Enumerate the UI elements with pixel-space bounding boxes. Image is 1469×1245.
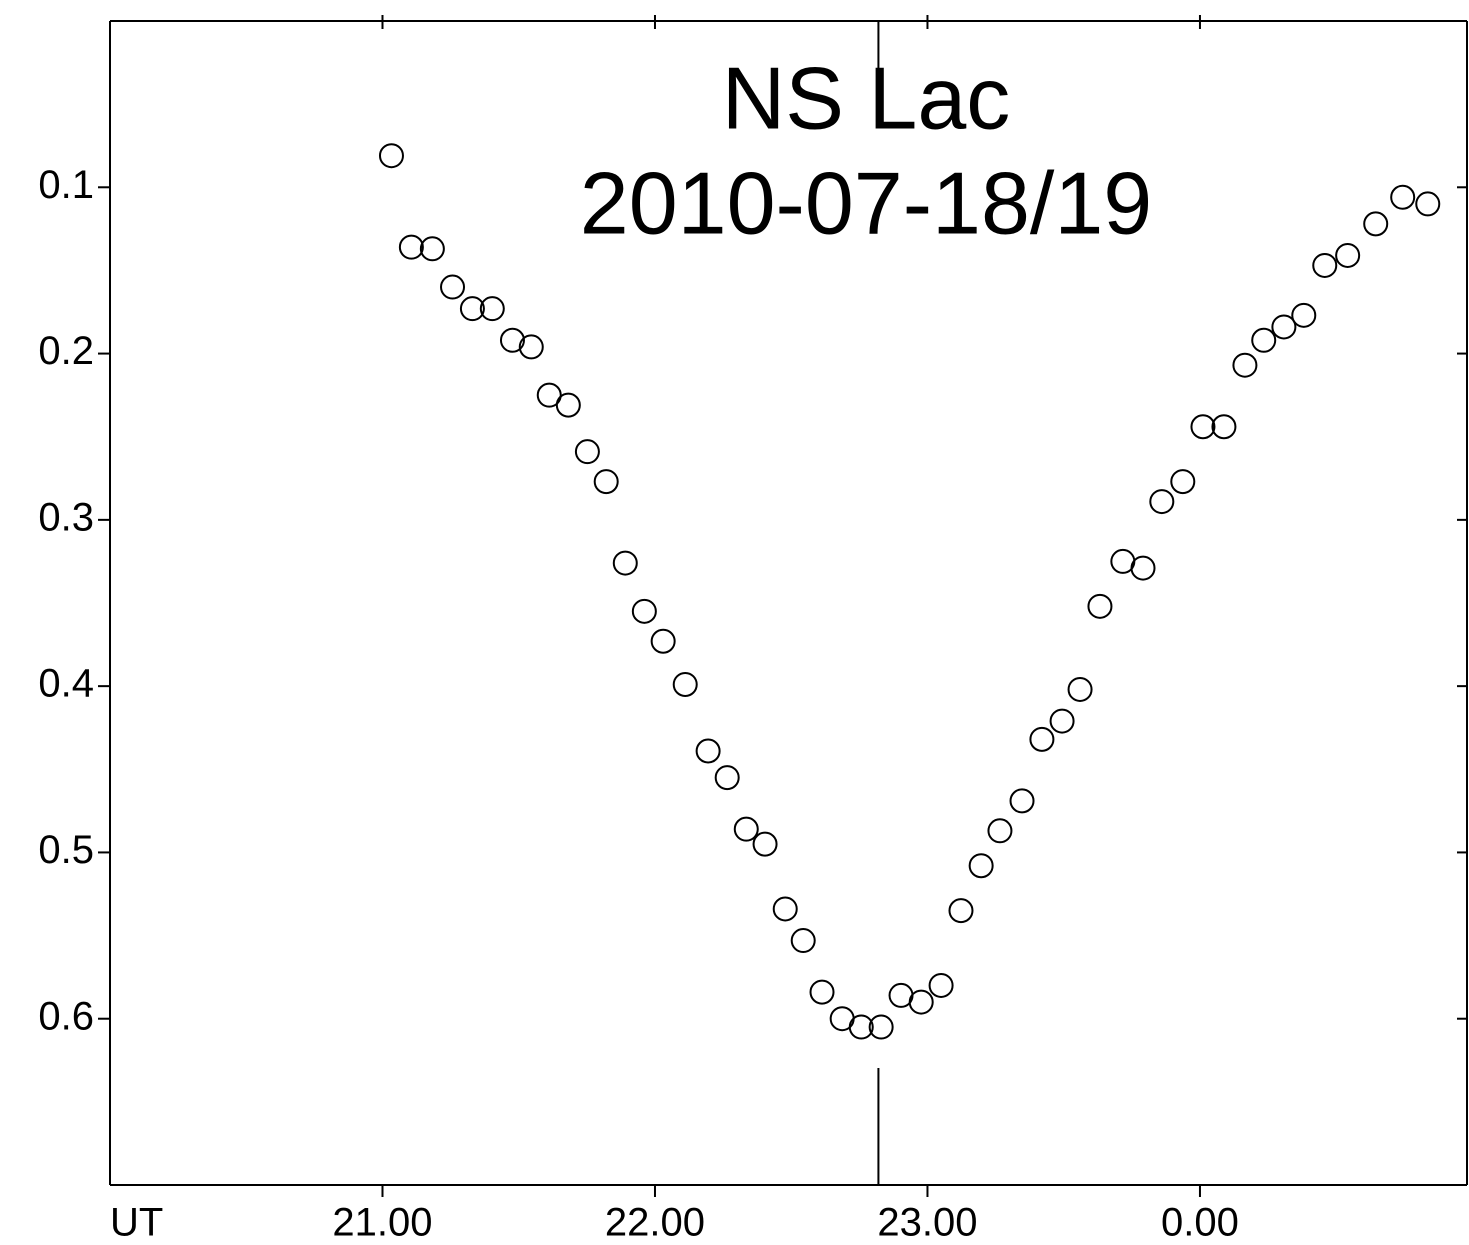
y-tick-label: 0.5 [38, 828, 94, 872]
data-point [1390, 184, 1416, 210]
y-tick-label: 0.6 [38, 994, 94, 1038]
data-point [968, 853, 994, 879]
data-point [631, 598, 657, 624]
x-tick-label: 21.00 [332, 1201, 432, 1245]
data-point [790, 928, 816, 954]
data-point [536, 382, 562, 408]
data-point [752, 831, 778, 857]
data-point [555, 392, 581, 418]
data-point [419, 236, 445, 262]
data-point [672, 671, 698, 697]
data-point [948, 898, 974, 924]
data-point [714, 765, 740, 791]
data-point [440, 274, 466, 300]
data-point [1130, 555, 1156, 581]
data-point [1049, 708, 1075, 734]
data-point [479, 296, 505, 322]
data-point [809, 979, 835, 1005]
x-tick-label: 22.00 [605, 1201, 705, 1245]
data-point [1232, 352, 1258, 378]
data-point [612, 550, 638, 576]
data-point [772, 896, 798, 922]
data-point [908, 989, 934, 1015]
data-point [650, 628, 676, 654]
data-point [1363, 211, 1389, 237]
data-point [574, 439, 600, 465]
data-point [1009, 788, 1035, 814]
data-point [1087, 593, 1113, 619]
data-point [1335, 242, 1361, 268]
data-point [695, 738, 721, 764]
data-point [1312, 252, 1338, 278]
data-point [1251, 327, 1277, 353]
data-point [1211, 414, 1237, 440]
data-point [398, 234, 424, 260]
data-point [1190, 414, 1216, 440]
data-point [1170, 469, 1196, 495]
x-tick-label: 0.00 [1161, 1201, 1239, 1245]
data-point [1271, 314, 1297, 340]
data-point [868, 1014, 894, 1040]
x-tick-label: 23.00 [877, 1201, 977, 1245]
chart-subtitle: 2010-07-18/19 [580, 153, 1152, 252]
data-point [378, 143, 404, 169]
y-tick-label: 0.2 [38, 329, 94, 373]
data-point [987, 818, 1013, 844]
data-point [928, 972, 954, 998]
data-point [733, 816, 759, 842]
data-point [499, 327, 525, 353]
data-point [1291, 302, 1317, 328]
y-tick-label: 0.1 [38, 163, 94, 207]
data-point [1067, 676, 1093, 702]
y-tick-label: 0.3 [38, 495, 94, 539]
data-point [518, 334, 544, 360]
data-point [593, 469, 619, 495]
data-point [1149, 489, 1175, 515]
chart-title: NS Lac [722, 48, 1011, 147]
y-tick-label: 0.4 [38, 662, 94, 706]
data-point [1029, 726, 1055, 752]
data-point [459, 296, 485, 322]
data-point [848, 1014, 874, 1040]
data-point [1415, 191, 1441, 217]
x-axis-label: UT [110, 1201, 163, 1245]
